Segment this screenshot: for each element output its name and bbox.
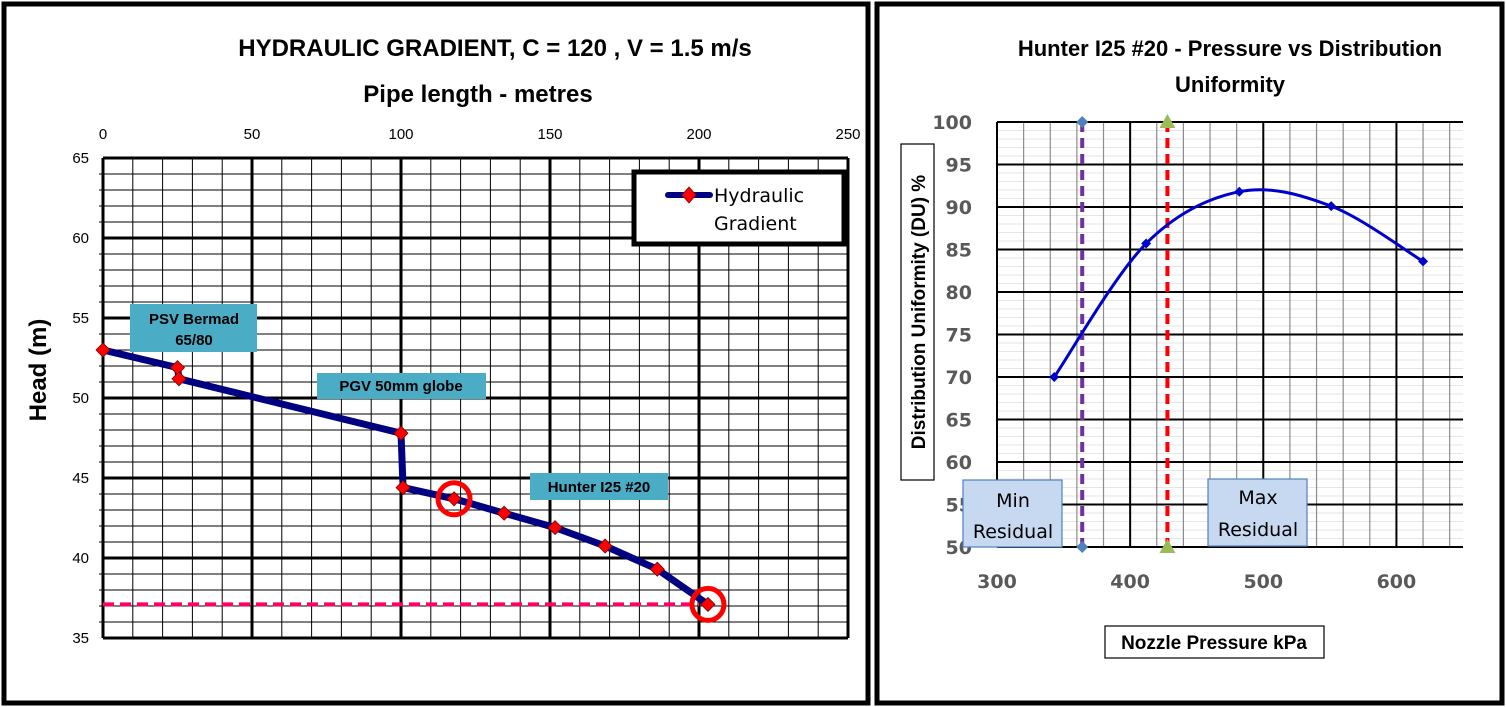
data-point-marker [700, 596, 716, 612]
right-y-axis-label-text: Distribution Uniformity (DU) % [909, 175, 930, 450]
data-point-marker [1418, 256, 1429, 267]
annotation-min-box [962, 479, 1063, 548]
annotation-psv-line2: 65/80 [175, 332, 213, 349]
left-x-axis-label: Pipe length - metres [363, 81, 592, 108]
right-y-tick-label: 85 [946, 240, 972, 262]
legend-marker-icon [681, 186, 697, 204]
left-chart-title: HYDRAULIC GRADIENT, C = 120 , V = 1.5 m/… [238, 35, 751, 62]
right-grid [996, 121, 1463, 548]
left-y-tick-label: 65 [72, 150, 89, 167]
left-y-tick-label: 45 [72, 470, 89, 487]
left-x-tick-label: 150 [537, 126, 562, 143]
highlight-circle [435, 480, 473, 518]
right-y-tick-label: 100 [932, 112, 972, 134]
data-point-marker [171, 371, 187, 387]
right-chart-title-line1: Hunter I25 #20 - Pressure vs Distributio… [1018, 36, 1442, 61]
data-point-marker [496, 505, 512, 521]
left-x-tick-label: 0 [99, 126, 107, 143]
left-x-tick-label: 50 [244, 126, 261, 143]
annotation-max-line1: Max [1238, 487, 1277, 509]
annotation-max-residual: Max Residual [1207, 478, 1308, 547]
right-x-tick-label: 300 [977, 571, 1017, 593]
left-x-tick-label: 200 [686, 126, 711, 143]
left-y-tick-label: 35 [72, 630, 89, 647]
legend-entry-line1: Hydraulic [714, 185, 804, 207]
right-x-axis-label-box [1104, 625, 1325, 659]
right-y-axis-label-box [900, 143, 935, 481]
annotation-min-residual: Min Residual [962, 479, 1063, 548]
left-y-tick-label: 40 [72, 550, 89, 567]
left-panel-frame [1, 1, 871, 706]
triangle-marker [1159, 539, 1176, 553]
annotation-min-line2: Residual [973, 521, 1053, 543]
data-point-marker [1326, 201, 1337, 212]
data-point-marker [1234, 186, 1245, 197]
left-y-tick-label: 55 [72, 310, 89, 327]
annotation-max-line2: Residual [1218, 519, 1298, 541]
left-x-tick-label: 250 [835, 126, 860, 143]
right-x-tick-label: 600 [1377, 571, 1417, 593]
right-y-tick-label: 65 [946, 410, 972, 432]
right-series [1049, 186, 1429, 382]
annotation-min-line1: Min [996, 490, 1030, 512]
right-x-axis-label: Nozzle Pressure kPa [1104, 625, 1325, 659]
du-curve-line [1053, 188, 1424, 378]
diamond-marker [1076, 541, 1089, 553]
annotation-psv-line1: PSV Bermad [149, 311, 239, 328]
data-point-marker [446, 491, 462, 507]
left-y-tick-label: 50 [72, 390, 89, 407]
right-x-tick-label: 400 [1110, 571, 1150, 593]
legend-box [631, 169, 847, 247]
left-legend: Hydraulic Gradient [631, 169, 847, 247]
data-point-marker [547, 520, 563, 536]
right-y-tick-label: 95 [946, 155, 972, 177]
data-point-marker [1141, 238, 1152, 249]
right-y-tick-label: 90 [946, 197, 972, 219]
right-y-tick-label: 75 [946, 325, 972, 347]
right-panel-frame [874, 1, 1505, 706]
diamond-marker [1076, 116, 1089, 128]
right-x-tick-label: 500 [1243, 571, 1283, 593]
annotation-hunter-text: Hunter I25 #20 [548, 479, 651, 496]
data-point-marker [169, 360, 186, 376]
right-y-tick-label: 80 [946, 282, 972, 304]
triangle-marker [1159, 114, 1176, 128]
right-y-tick-label: 70 [946, 367, 972, 389]
highlight-circle [689, 585, 727, 623]
data-point-marker [95, 342, 111, 358]
annotation-pgv-box [317, 373, 486, 399]
data-point-marker [597, 538, 613, 554]
left-x-tick-label: 100 [388, 126, 413, 143]
left-y-tick-label: 60 [72, 230, 89, 247]
left-tick-labels: 0 50 100 150 200 250 35 40 45 50 55 60 65 [72, 126, 860, 647]
data-point-marker [395, 480, 411, 496]
annotation-max-box [1207, 478, 1308, 547]
right-y-tick-label: 60 [946, 452, 972, 474]
left-series [95, 342, 727, 623]
right-chart-title-line2: Uniformity [1175, 72, 1286, 97]
data-point-marker [1049, 372, 1060, 382]
annotation-hunter-box [530, 473, 668, 500]
annotation-psv-box [130, 304, 257, 352]
legend-entry-line2: Gradient [714, 213, 797, 235]
annotation-pgv: PGV 50mm globe [317, 373, 486, 399]
right-y-axis-label: Distribution Uniformity (DU) % [900, 143, 935, 481]
right-x-axis-label-text: Nozzle Pressure kPa [1121, 633, 1307, 654]
data-point-marker [393, 425, 409, 441]
annotation-hunter: Hunter I25 #20 [530, 473, 668, 500]
annotation-psv: PSV Bermad 65/80 [130, 304, 257, 352]
left-y-axis-label: Head (m) [25, 319, 52, 422]
data-point-marker [649, 561, 665, 577]
annotation-pgv-text: PGV 50mm globe [339, 378, 462, 395]
